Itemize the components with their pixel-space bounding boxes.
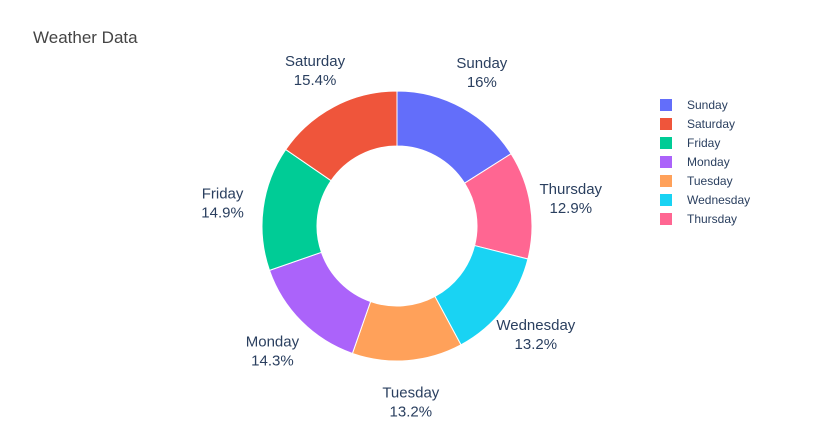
legend-swatch — [660, 194, 672, 206]
legend-item-thursday[interactable]: Thursday — [660, 212, 737, 226]
legend-label: Friday — [687, 136, 720, 150]
slice-percent: 13.2% — [515, 336, 558, 353]
legend-label: Saturday — [687, 117, 735, 131]
slice-label-monday: Monday 14.3% — [246, 333, 300, 369]
legend-item-tuesday[interactable]: Tuesday — [660, 174, 733, 188]
legend-swatch — [660, 156, 672, 168]
slice-label-friday: Friday 14.9% — [201, 186, 244, 222]
legend-item-monday[interactable]: Monday — [660, 155, 730, 169]
slice-percent: 14.9% — [201, 205, 244, 222]
legend-item-wednesday[interactable]: Wednesday — [660, 193, 750, 207]
slice-name: Friday — [202, 186, 244, 203]
legend-label: Tuesday — [687, 174, 733, 188]
slice-name: Tuesday — [382, 384, 439, 401]
slice-name: Saturday — [285, 53, 346, 70]
slice-percent: 12.9% — [550, 200, 593, 217]
slice-percent: 13.2% — [390, 403, 433, 420]
legend[interactable]: Sunday Saturday Friday Monday Tuesday Wednesd… — [660, 98, 750, 226]
slices-group — [261, 90, 533, 362]
slice-label-thursday: Thursday 12.9% — [540, 181, 603, 217]
chart-title: Weather Data — [33, 28, 138, 47]
legend-swatch — [660, 99, 672, 111]
legend-label: Sunday — [687, 98, 728, 112]
legend-swatch — [660, 213, 672, 225]
slice-percent: 15.4% — [294, 72, 337, 89]
slice-labels-group: Sunday 16%Thursday 12.9%Wednesday 13.2%Tues… — [201, 53, 602, 420]
legend-label: Monday — [687, 155, 730, 169]
slice-label-tuesday: Tuesday 13.2% — [382, 384, 439, 420]
slice-label-saturday: Saturday 15.4% — [285, 53, 346, 89]
legend-swatch — [660, 175, 672, 187]
slice-percent: 16% — [467, 74, 497, 91]
slice-label-sunday: Sunday 16% — [456, 55, 507, 91]
legend-item-sunday[interactable]: Sunday — [660, 98, 728, 112]
slice-name: Wednesday — [496, 317, 575, 334]
slice-percent: 14.3% — [251, 352, 294, 369]
legend-label: Wednesday — [687, 193, 750, 207]
slice-label-wednesday: Wednesday 13.2% — [496, 317, 575, 353]
slice-name: Monday — [246, 333, 300, 350]
slice-name: Thursday — [540, 181, 603, 198]
legend-item-friday[interactable]: Friday — [660, 136, 720, 150]
slice-saturday[interactable] — [285, 90, 398, 182]
legend-swatch — [660, 137, 672, 149]
legend-item-saturday[interactable]: Saturday — [660, 117, 735, 131]
slice-name: Sunday — [456, 55, 507, 72]
legend-label: Thursday — [687, 212, 737, 226]
legend-swatch — [660, 118, 672, 130]
